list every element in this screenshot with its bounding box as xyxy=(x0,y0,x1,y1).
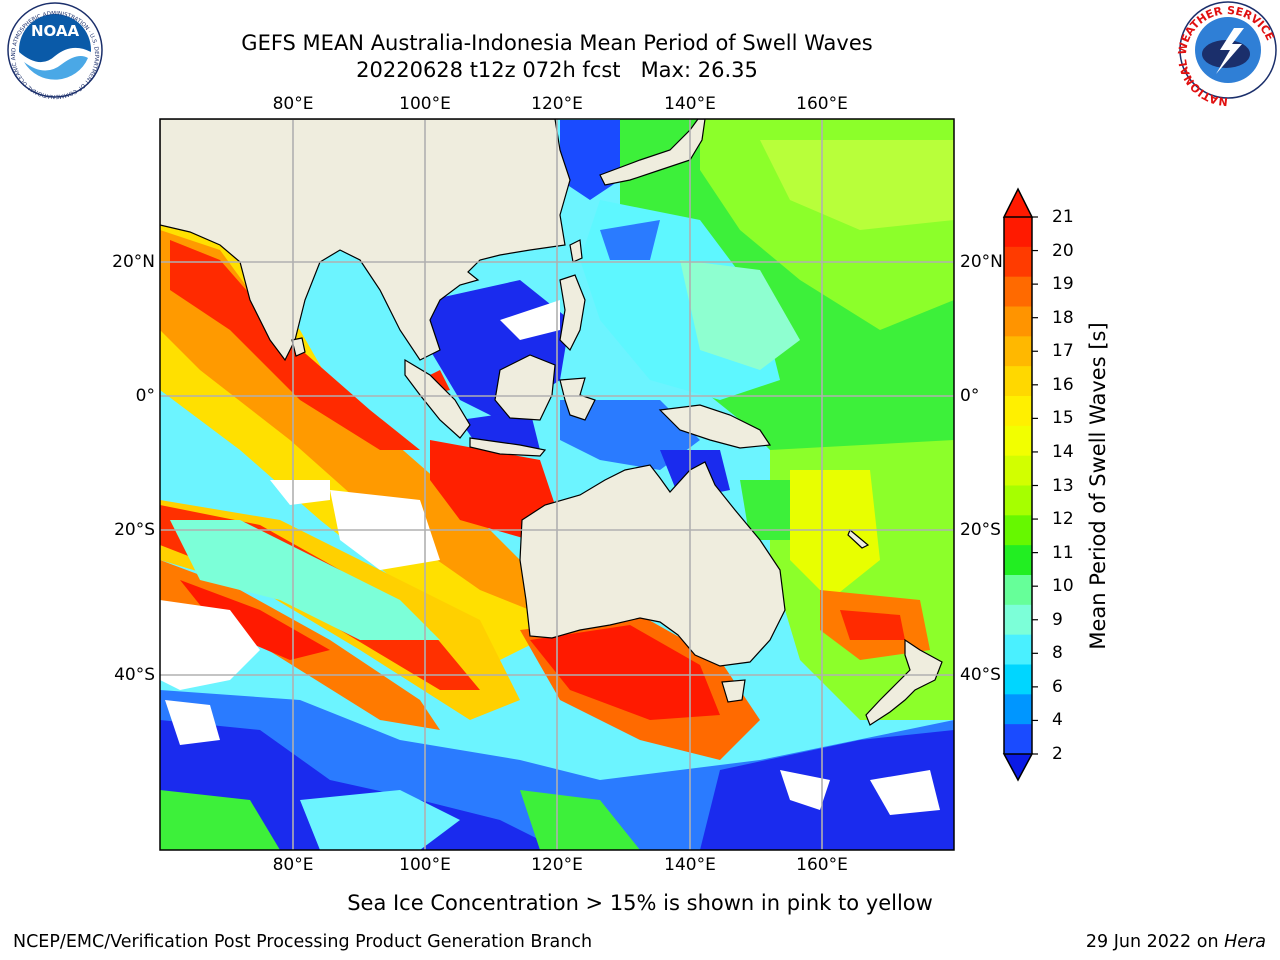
lat-tick-right-20n: 20°N xyxy=(960,252,1003,272)
land-masses xyxy=(160,119,943,726)
colorbar-swatch xyxy=(1004,455,1032,486)
colorbar-swatch xyxy=(1004,634,1032,665)
colorbar-swatch xyxy=(1004,604,1032,636)
swell-period-field xyxy=(160,119,954,850)
chart-title: GEFS MEAN Australia-Indonesia Mean Perio… xyxy=(241,31,873,55)
chart-subtitle: 20220628 t12z 072h fcst Max: 26.35 xyxy=(356,58,758,82)
lat-tick-right-40s: 40°S xyxy=(960,665,1001,685)
colorbar-swatch xyxy=(1004,694,1032,725)
sea-ice-note: Sea Ice Concentration > 15% is shown in … xyxy=(347,891,933,915)
colorbar-tick-label: 19 xyxy=(1052,274,1074,295)
colorbar-swatch xyxy=(1004,336,1032,367)
lat-tick-right-0: 0° xyxy=(960,386,980,406)
colorbar-label: Mean Period of Swell Waves [s] xyxy=(1086,322,1110,650)
lat-tick-left-40s: 40°S xyxy=(114,665,155,685)
colorbar-tick-label: 17 xyxy=(1052,341,1074,362)
colorbar-tick-label: 11 xyxy=(1052,542,1074,563)
run-date-text: 29 Jun 2022 on xyxy=(1085,932,1219,952)
run-date: 29 Jun 2022 on Hera xyxy=(1086,932,1266,952)
colorbar-swatch xyxy=(1004,366,1032,397)
colorbar xyxy=(1002,187,1038,782)
colorbar-swatch xyxy=(1004,217,1032,248)
lat-tick-left-20n: 20°N xyxy=(112,252,155,272)
lon-tick-top-120e: 120°E xyxy=(531,94,583,114)
lon-tick-top-80e: 80°E xyxy=(272,94,314,114)
colorbar-tick-label: 9 xyxy=(1052,609,1063,630)
map-frame xyxy=(159,118,955,851)
colorbar-tick-label: 16 xyxy=(1052,374,1074,395)
colorbar-tick-label: 6 xyxy=(1052,676,1063,697)
lon-tick-bottom-120e: 120°E xyxy=(531,855,583,875)
lon-tick-bottom-100e: 100°E xyxy=(399,855,451,875)
colorbar-swatch xyxy=(1004,425,1032,457)
lon-tick-top-160e: 160°E xyxy=(796,94,848,114)
graticule xyxy=(160,119,954,850)
colorbar-tick-label: 2 xyxy=(1052,744,1063,764)
svg-text:NOAA: NOAA xyxy=(31,22,80,40)
lon-tick-bottom-80e: 80°E xyxy=(272,855,314,875)
colorbar-swatch xyxy=(1004,485,1032,516)
colorbar-swatch xyxy=(1004,545,1032,576)
colorbar-swatch xyxy=(1004,664,1032,695)
lat-tick-left-20s: 20°S xyxy=(114,520,155,540)
colorbar-tick-label: 14 xyxy=(1052,441,1074,462)
colorbar-tick-label: 20 xyxy=(1052,240,1074,261)
lon-tick-top-100e: 100°E xyxy=(399,94,451,114)
colorbar-swatch xyxy=(1004,246,1032,278)
lon-tick-bottom-160e: 160°E xyxy=(796,855,848,875)
colorbar-swatch xyxy=(1004,396,1032,427)
colorbar-tick-label: 21 xyxy=(1052,207,1074,227)
colorbar-min-extension xyxy=(1002,753,1034,782)
colorbar-tick-label: 15 xyxy=(1052,408,1074,429)
colorbar-swatch xyxy=(1004,276,1032,307)
credit-line: NCEP/EMC/Verification Post Processing Pr… xyxy=(13,932,593,952)
colorbar-tick-label: 12 xyxy=(1052,509,1074,530)
colorbar-swatch xyxy=(1004,724,1032,755)
host-name: Hera xyxy=(1224,932,1266,952)
lat-tick-right-20s: 20°S xyxy=(960,520,1001,540)
nws-logo-icon: NATIONAL WEATHER SERVICE xyxy=(1176,1,1277,108)
lat-tick-left-0: 0° xyxy=(135,386,155,406)
colorbar-swatch xyxy=(1004,306,1032,337)
colorbar-swatch xyxy=(1004,515,1032,546)
colorbar-swatch xyxy=(1004,575,1032,606)
colorbar-tick-label: 10 xyxy=(1052,576,1074,597)
colorbar-tick-label: 4 xyxy=(1052,710,1063,731)
lon-tick-bottom-140e: 140°E xyxy=(664,855,716,875)
lon-tick-top-140e: 140°E xyxy=(664,94,716,114)
colorbar-max-extension xyxy=(1002,187,1034,218)
colorbar-tick-label: 18 xyxy=(1052,307,1074,328)
colorbar-tick-label: 13 xyxy=(1052,475,1074,496)
colorbar-tick-label: 8 xyxy=(1052,643,1063,664)
noaa-logo-icon: NOAA NATIONAL OCEANIC AND ATMOSPHERIC AD… xyxy=(0,0,103,99)
